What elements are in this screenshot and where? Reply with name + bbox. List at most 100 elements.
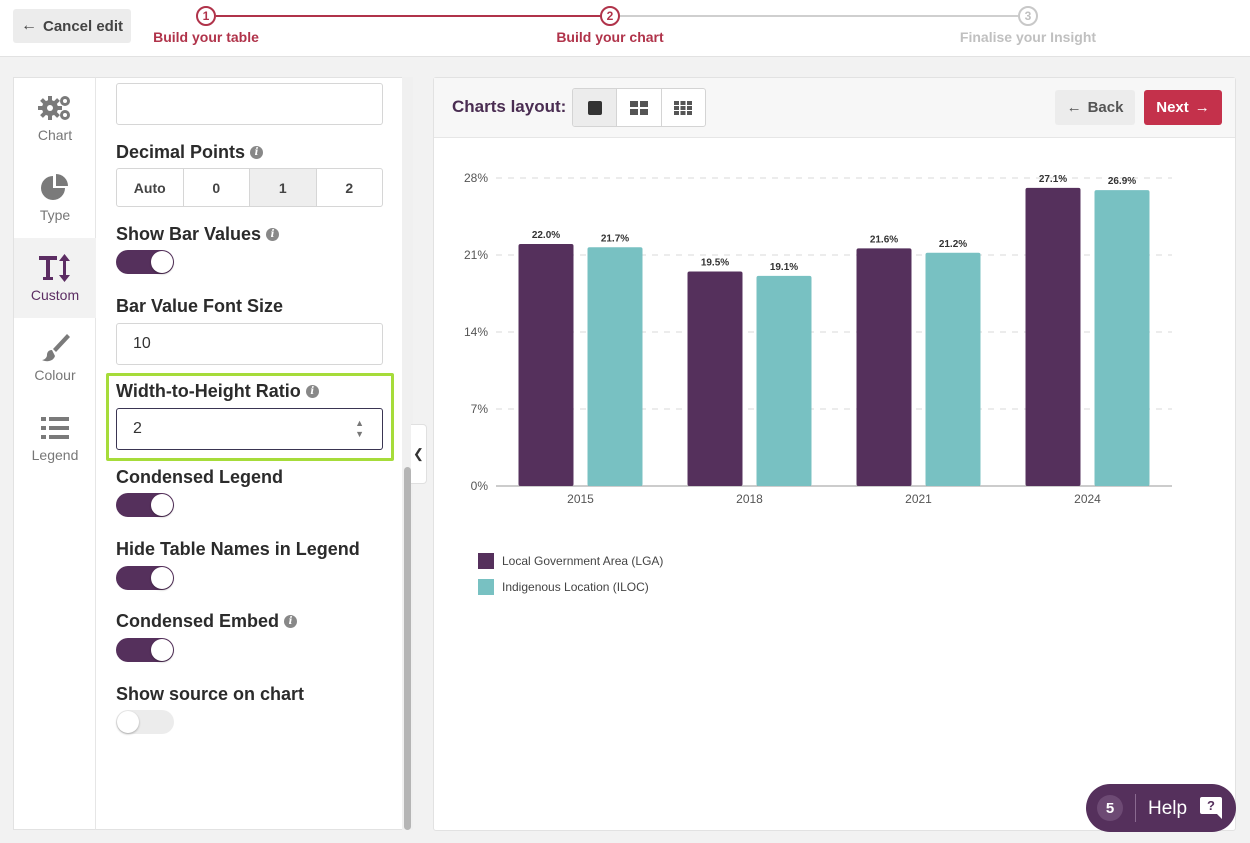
- legend-swatch-iloc: [478, 579, 494, 595]
- condensed-embed-toggle[interactable]: [116, 638, 174, 662]
- legend-swatch-lga: [478, 553, 494, 569]
- decimal-points-selector: Auto 0 1 2: [116, 168, 383, 207]
- bar-value-label: 21.2%: [939, 239, 967, 250]
- step-2-label[interactable]: Build your chart: [556, 29, 664, 45]
- decimal-points-label: Decimal Points i: [116, 142, 264, 163]
- step-progress-line-complete: [216, 15, 601, 17]
- y-tick-label: 14%: [464, 325, 488, 339]
- top-bar: ← Cancel edit 1 Build your table 2 Build…: [0, 0, 1250, 57]
- step-3-label: Finalise your Insight: [959, 29, 1097, 45]
- bar-iloc: [1094, 190, 1150, 486]
- step-3-circle: 3: [1018, 6, 1038, 26]
- show-bar-values-label: Show Bar Values i: [116, 224, 280, 245]
- bar-value-label: 22.0%: [532, 230, 560, 241]
- help-label: Help: [1148, 798, 1188, 819]
- nav-label-colour: Colour: [34, 367, 76, 383]
- arrow-left-icon: ←: [1066, 99, 1082, 116]
- bar-value-label: 21.6%: [870, 234, 898, 245]
- nav-label-type: Type: [39, 207, 71, 223]
- help-chat-icon: ?: [1200, 797, 1222, 819]
- condensed-embed-label: Condensed Embed i: [116, 611, 298, 632]
- nav-item-type[interactable]: Type: [14, 158, 96, 238]
- number-spinner-icon[interactable]: ▲ ▼: [355, 418, 364, 439]
- decimal-option-2[interactable]: 2: [345, 179, 354, 196]
- top-text-input[interactable]: [116, 83, 383, 125]
- bar-value-label: 26.9%: [1108, 176, 1136, 187]
- charts-layout-label: Charts layout:: [452, 97, 567, 116]
- show-source-label: Show source on chart: [116, 684, 305, 704]
- step-2-circle[interactable]: 2: [600, 6, 620, 26]
- x-tick-label: 2018: [736, 492, 763, 506]
- x-tick-label: 2021: [905, 492, 932, 506]
- bar-chart: 0% 7% 14% 21% 28% 2015 22.0% 21.7% 2018 19.5% 19.1…: [464, 171, 1172, 506]
- nav-item-custom[interactable]: Custom: [14, 238, 96, 318]
- bar-value-font-size-input[interactable]: 10: [116, 323, 383, 365]
- cancel-edit-button[interactable]: ← Cancel edit: [13, 9, 131, 43]
- layout-grid-2x2-button[interactable]: [617, 89, 662, 126]
- arrow-left-icon: ←: [20, 17, 37, 34]
- layout-grid-3x3-button[interactable]: [662, 89, 705, 126]
- grid-2x2-icon: [629, 100, 648, 115]
- list-icon: [41, 417, 69, 439]
- nav-item-legend[interactable]: Legend: [14, 398, 96, 478]
- settings-scrollbar-thumb[interactable]: [404, 467, 411, 830]
- bar-value-label: 21.7%: [601, 233, 629, 244]
- cancel-edit-label: Cancel edit: [42, 17, 124, 35]
- info-icon[interactable]: i: [250, 146, 264, 159]
- collapse-panel-button[interactable]: ❮: [411, 424, 427, 484]
- bar-iloc: [756, 275, 812, 486]
- condensed-legend-toggle[interactable]: [116, 493, 174, 517]
- nav-label-chart: Chart: [37, 127, 73, 143]
- chart-toolbar: Charts layout: ← Back Next →: [434, 78, 1235, 138]
- step-1-circle[interactable]: 1: [196, 6, 216, 26]
- nav-item-colour[interactable]: Colour: [14, 318, 96, 398]
- paint-brush-icon: [42, 334, 70, 362]
- decimal-option-0[interactable]: 0: [184, 169, 250, 206]
- info-icon[interactable]: i: [305, 385, 319, 398]
- legend-item-lga[interactable]: Local Government Area (LGA): [478, 553, 663, 569]
- legend-item-iloc[interactable]: Indigenous Location (ILOC): [478, 579, 649, 595]
- bar-lga: [856, 248, 912, 486]
- nav-item-chart[interactable]: Chart: [14, 78, 96, 158]
- help-button[interactable]: 5 Help ?: [1086, 784, 1236, 832]
- back-label: Back: [1087, 99, 1124, 116]
- condensed-legend-label: Condensed Legend: [116, 467, 284, 487]
- y-tick-label: 21%: [464, 248, 488, 262]
- pie-chart-icon: [41, 174, 68, 200]
- width-height-ratio-value: 2: [133, 420, 142, 437]
- grid-3x3-icon: [674, 100, 693, 115]
- width-height-ratio-input[interactable]: 2 ▲ ▼: [116, 408, 383, 450]
- hide-table-names-toggle[interactable]: [116, 566, 174, 590]
- hide-table-names-label: Hide Table Names in Legend: [116, 539, 360, 559]
- gears-icon: [38, 96, 70, 120]
- show-source-toggle[interactable]: [116, 710, 174, 734]
- bar-lga: [1025, 187, 1081, 486]
- width-height-ratio-label: Width-to-Height Ratio i: [116, 381, 319, 402]
- nav-label-custom: Custom: [30, 287, 80, 303]
- next-label: Next: [1156, 99, 1189, 116]
- x-tick-label: 2024: [1074, 492, 1101, 506]
- step-1-label[interactable]: Build your table: [153, 29, 259, 45]
- info-icon[interactable]: i: [266, 228, 280, 241]
- step-progress-line-pending: [620, 15, 1018, 17]
- layout-single-button[interactable]: [573, 89, 618, 126]
- bar-lga: [687, 271, 743, 486]
- bar-iloc: [587, 247, 643, 486]
- settings-scrollbar-track[interactable]: [402, 77, 413, 830]
- info-icon[interactable]: i: [284, 615, 298, 628]
- decimal-option-auto[interactable]: Auto: [117, 169, 184, 206]
- y-tick-label: 28%: [464, 171, 488, 185]
- decimal-option-1[interactable]: 1: [250, 169, 317, 206]
- bar-value-label: 19.1%: [770, 262, 798, 273]
- y-tick-label: 0%: [471, 479, 489, 493]
- bar-value-font-size-label: Bar Value Font Size: [116, 296, 284, 316]
- help-divider: [1135, 794, 1136, 822]
- legend-label-lga: Local Government Area (LGA): [502, 554, 664, 568]
- show-bar-values-toggle[interactable]: [116, 250, 174, 274]
- focus-highlight: [106, 373, 394, 461]
- arrow-right-icon: →: [1194, 99, 1210, 116]
- back-button[interactable]: ← Back: [1055, 90, 1135, 125]
- bar-iloc: [925, 252, 981, 486]
- next-button[interactable]: Next →: [1144, 90, 1222, 125]
- bar-value-label: 19.5%: [701, 258, 729, 269]
